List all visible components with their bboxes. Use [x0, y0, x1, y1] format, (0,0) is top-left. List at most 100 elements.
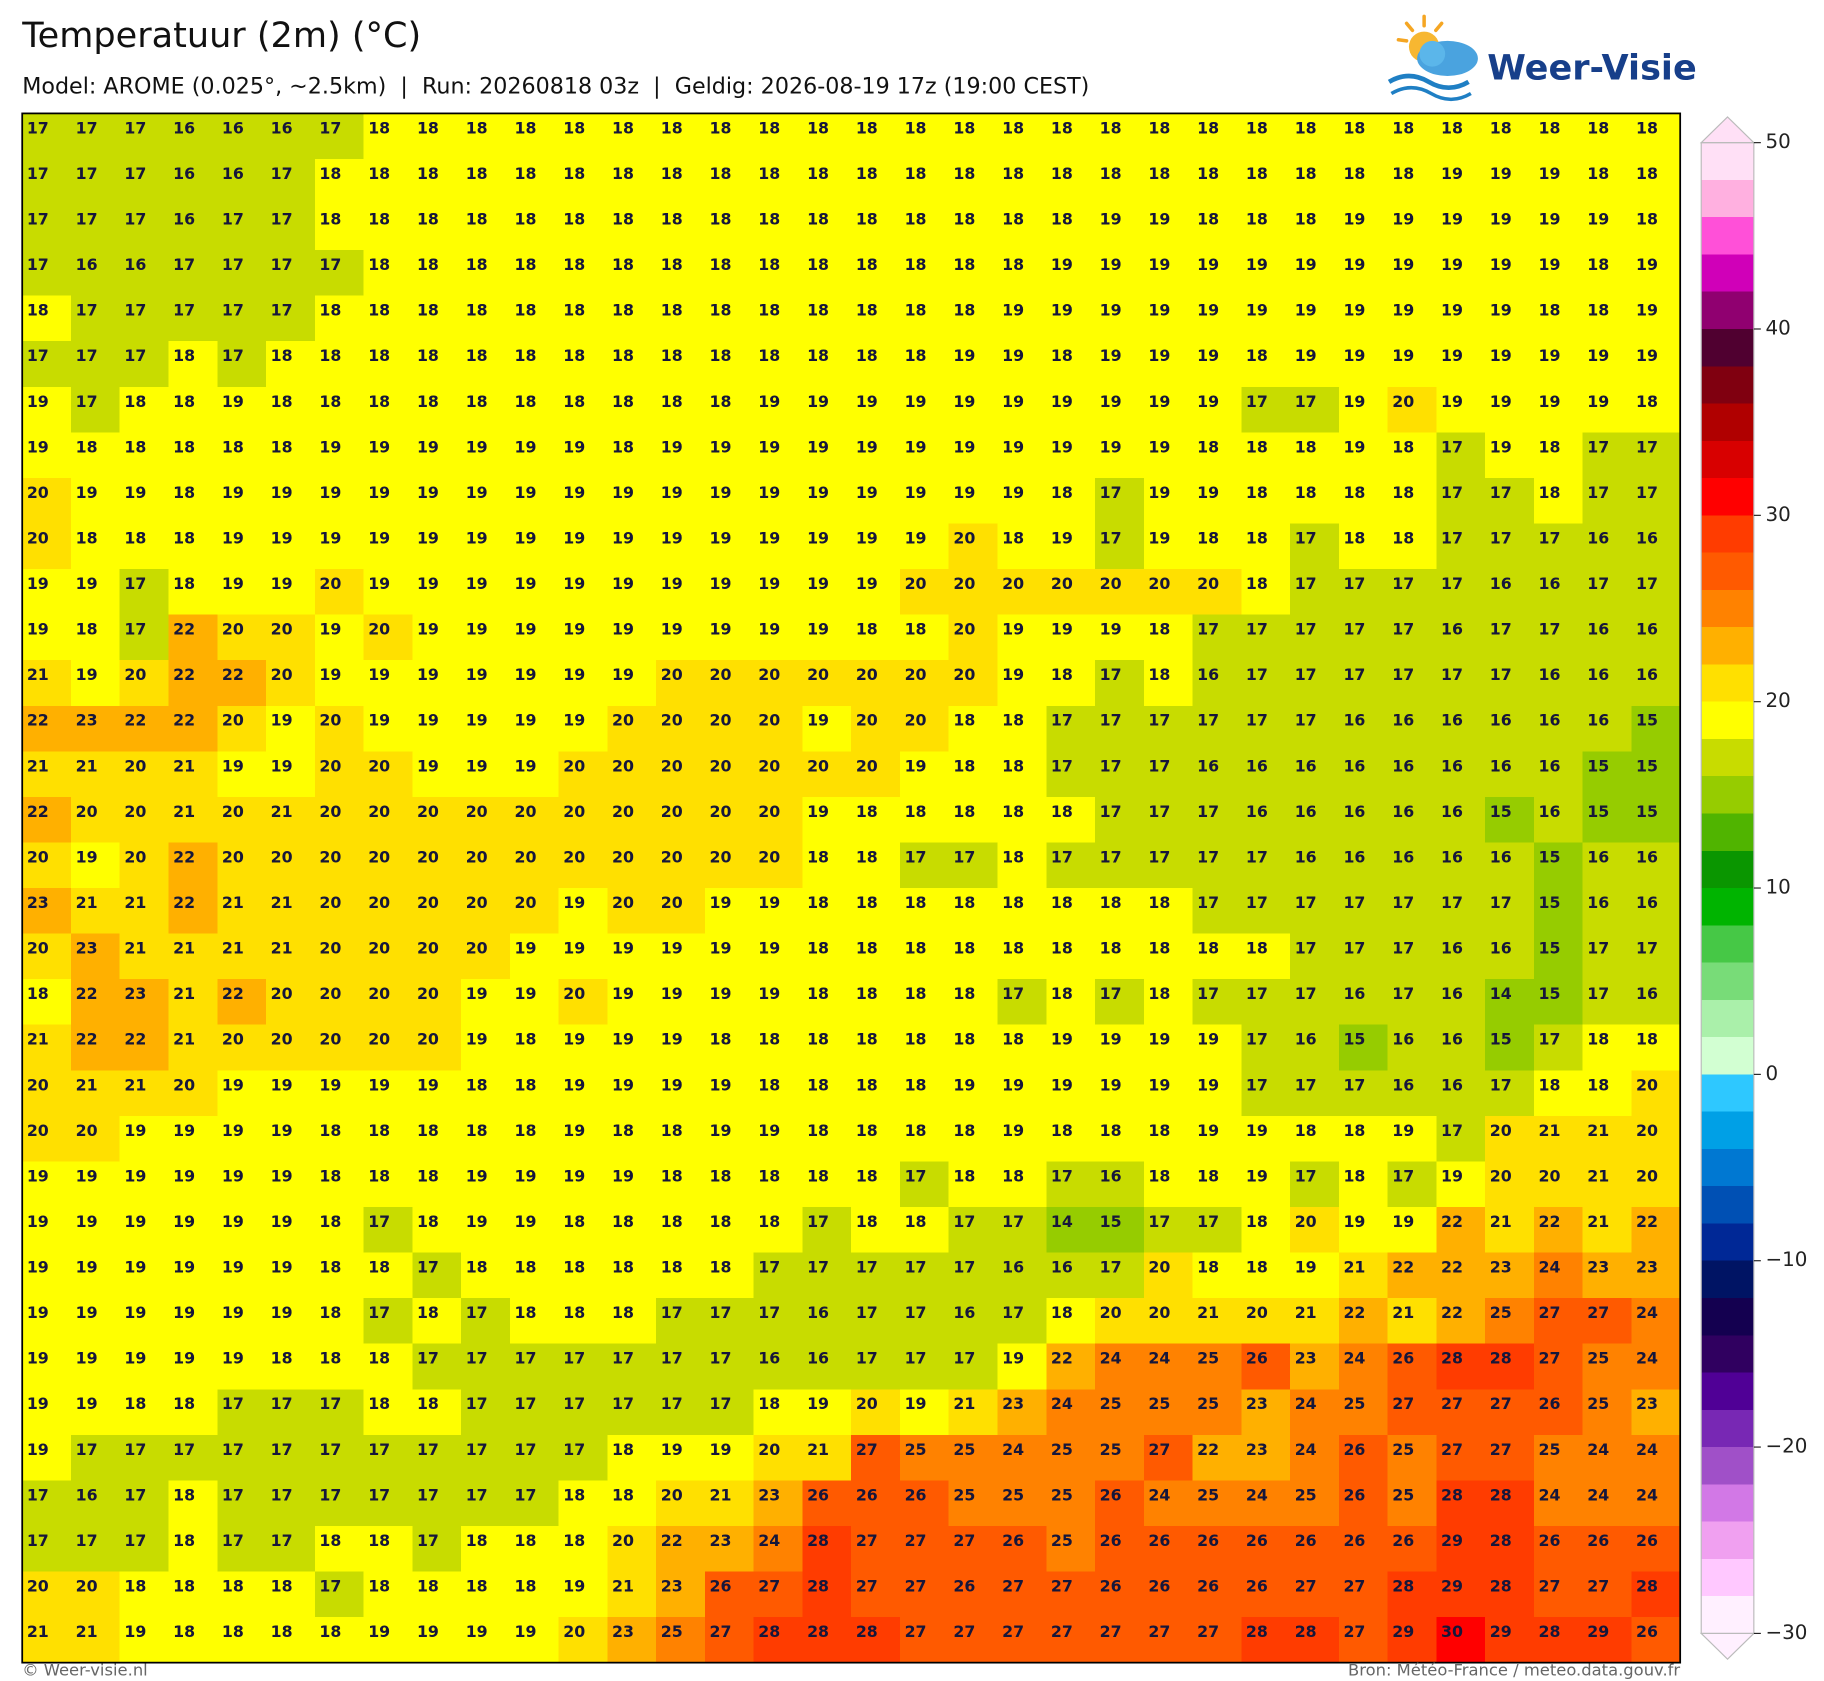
- temperature-cell: [1387, 432, 1438, 479]
- temperature-label: 19: [710, 1121, 732, 1140]
- temperature-cell: [1533, 705, 1584, 753]
- temperature-label: 19: [1148, 1030, 1170, 1049]
- temperature-cell: [607, 660, 657, 707]
- temperature-label: 16: [1490, 847, 1512, 866]
- temperature-label: 21: [1197, 1303, 1219, 1322]
- temperature-cell: [119, 341, 170, 388]
- temperature-label: 18: [807, 1075, 829, 1094]
- temperature-label: 18: [856, 1212, 878, 1231]
- temperature-cell: [704, 341, 755, 388]
- temperature-label: 18: [1197, 118, 1219, 137]
- temperature-label: 23: [1246, 1394, 1268, 1413]
- temperature-label: 17: [1343, 939, 1365, 958]
- temperature-cell: [1631, 477, 1681, 525]
- temperature-label: 16: [1587, 893, 1609, 912]
- temperature-cell: [558, 888, 609, 935]
- temperature-cell: [1436, 888, 1486, 935]
- temperature-cell: [851, 1525, 901, 1573]
- temperature-label: 22: [1636, 1212, 1658, 1231]
- temperature-label: 16: [1441, 939, 1463, 958]
- temperature-cell: [656, 1252, 706, 1299]
- temperature-label: 17: [1441, 483, 1463, 502]
- temperature-label: 20: [173, 1075, 195, 1094]
- temperature-cell: [461, 888, 511, 935]
- temperature-cell: [1582, 933, 1633, 980]
- temperature-cell: [363, 751, 414, 798]
- temperature-cell: [607, 158, 657, 206]
- temperature-label: 18: [466, 1531, 488, 1550]
- temperature-cell: [802, 250, 852, 297]
- temperature-label: 27: [1490, 1440, 1512, 1459]
- temperature-label: 19: [173, 1349, 195, 1368]
- temperature-cell: [119, 933, 170, 980]
- temperature-label: 18: [661, 346, 683, 365]
- temperature-label: 17: [271, 1440, 293, 1459]
- colorbar-tick-label: 20: [1766, 689, 1791, 712]
- temperature-cell: [1436, 432, 1486, 479]
- temperature-label: 20: [222, 1030, 244, 1049]
- temperature-label: 28: [1490, 1485, 1512, 1504]
- temperature-label: 19: [661, 1030, 683, 1049]
- temperature-cell: [1485, 1617, 1535, 1664]
- temperature-cell: [656, 888, 706, 935]
- temperature-label: 19: [856, 392, 878, 411]
- temperature-cell: [509, 432, 560, 479]
- temperature-cell: [70, 1024, 121, 1071]
- temperature-label: 18: [563, 1485, 585, 1504]
- temperature-cell: [1582, 796, 1633, 844]
- temperature-cell: [217, 113, 267, 160]
- temperature-label: 19: [368, 1075, 390, 1094]
- temperature-label: 17: [1100, 665, 1122, 684]
- temperature-label: 18: [1343, 1121, 1365, 1140]
- temperature-label: 20: [1148, 574, 1170, 593]
- temperature-label: 19: [661, 620, 683, 639]
- temperature-cell: [851, 842, 901, 889]
- temperature-label: 16: [1539, 574, 1561, 593]
- temperature-label: 16: [1441, 802, 1463, 821]
- temperature-label: 17: [514, 1394, 536, 1413]
- temperature-label: 20: [466, 802, 488, 821]
- temperature-label: 18: [1392, 164, 1414, 183]
- temperature-cell: [1485, 1480, 1535, 1527]
- temperature-label: 21: [27, 1622, 49, 1641]
- temperature-label: 28: [1392, 1577, 1414, 1596]
- temperature-cell: [1192, 1298, 1243, 1345]
- temperature-cell: [1436, 1525, 1486, 1573]
- temperature-label: 18: [368, 301, 390, 320]
- temperature-label: 19: [27, 1394, 49, 1413]
- temperature-label: 20: [222, 802, 244, 821]
- temperature-cell: [1631, 386, 1681, 434]
- temperature-label: 24: [1539, 1485, 1561, 1504]
- temperature-label: 17: [1246, 711, 1268, 730]
- temperature-cell: [656, 933, 706, 980]
- temperature-cell: [997, 432, 1047, 479]
- temperature-cell: [1046, 158, 1096, 206]
- temperature-label: 17: [1392, 665, 1414, 684]
- temperature-label: 19: [124, 1258, 146, 1277]
- temperature-label: 20: [1490, 1121, 1512, 1140]
- temperature-cell: [753, 523, 804, 570]
- temperature-label: 24: [1343, 1349, 1365, 1368]
- temperature-cell: [1095, 341, 1145, 388]
- temperature-label: 19: [953, 346, 975, 365]
- temperature-cell: [704, 1206, 755, 1254]
- temperature-label: 19: [807, 528, 829, 547]
- temperature-cell: [948, 751, 999, 798]
- temperature-cell: [1338, 1115, 1389, 1163]
- temperature-label: 20: [758, 847, 780, 866]
- temperature-cell: [1436, 1480, 1486, 1527]
- temperature-cell: [802, 113, 852, 160]
- temperature-cell: [607, 1161, 657, 1208]
- temperature-cell: [1533, 1343, 1584, 1390]
- temperature-cell: [314, 1480, 365, 1527]
- temperature-cell: [217, 1206, 267, 1254]
- temperature-label: 21: [76, 1075, 98, 1094]
- temperature-cell: [997, 888, 1047, 935]
- temperature-cell: [461, 432, 511, 479]
- temperature-label: 20: [661, 1485, 683, 1504]
- temperature-label: 17: [27, 1531, 49, 1550]
- temperature-label: 19: [807, 620, 829, 639]
- temperature-cell: [851, 1024, 901, 1071]
- temperature-label: 26: [1246, 1349, 1268, 1368]
- temperature-label: 17: [1246, 1075, 1268, 1094]
